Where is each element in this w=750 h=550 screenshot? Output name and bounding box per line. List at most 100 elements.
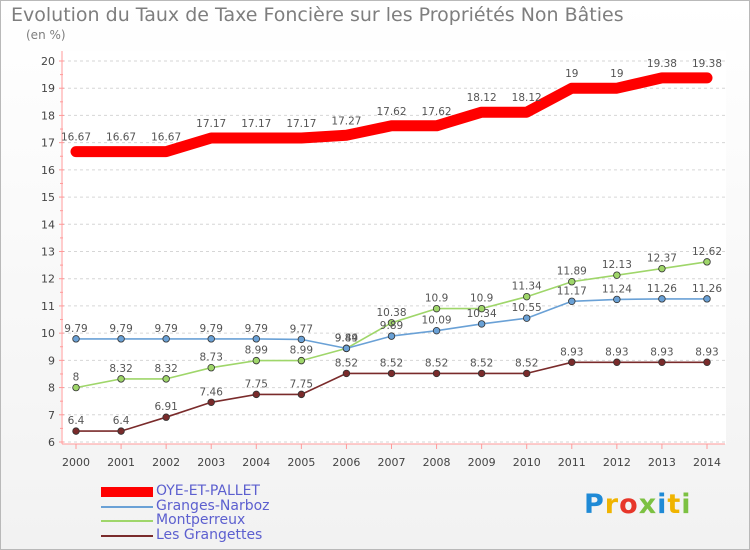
data-label: 19 — [610, 68, 623, 80]
data-point — [117, 335, 125, 343]
data-label: 8.32 — [109, 363, 132, 375]
data-point — [658, 264, 666, 273]
proxiti-logo: Proxiti — [584, 489, 692, 520]
data-label: 17.17 — [196, 118, 226, 130]
data-label: 9.89 — [380, 320, 403, 332]
data-label: 17.17 — [241, 118, 271, 130]
data-label: 12.13 — [602, 259, 632, 271]
data-point — [117, 427, 125, 435]
y-tick-label: 7 — [48, 409, 55, 422]
data-label: 11.17 — [557, 285, 587, 297]
data-label: 6.4 — [68, 415, 85, 427]
data-label: 8.99 — [245, 345, 268, 357]
data-point — [477, 304, 486, 313]
data-label: 8.93 — [560, 346, 583, 358]
data-point — [387, 332, 396, 340]
data-point — [297, 335, 306, 344]
data-label: 19.38 — [647, 58, 677, 70]
y-tick-label: 19 — [41, 82, 55, 95]
logo-letter: x — [638, 489, 658, 520]
data-point — [162, 413, 170, 421]
data-label: 9.79 — [154, 323, 177, 335]
x-tick-label: 2014 — [693, 456, 721, 469]
x-tick-label: 2013 — [648, 456, 676, 469]
data-point — [342, 344, 351, 353]
logo-letter: i — [681, 489, 692, 520]
data-label: 17.17 — [286, 118, 316, 130]
y-tick-label: 20 — [41, 55, 55, 68]
data-label: 8.52 — [470, 357, 493, 369]
x-tick-label: 2003 — [197, 456, 225, 469]
data-label: 10.34 — [467, 308, 497, 320]
data-point — [207, 398, 215, 406]
y-tick-label: 13 — [41, 246, 55, 259]
series-line-0 — [70, 72, 713, 158]
y-tick-label: 18 — [41, 109, 55, 122]
data-point — [432, 369, 441, 378]
data-point — [252, 356, 260, 365]
legend-label: Les Grangettes — [156, 526, 263, 543]
legend-swatch — [101, 534, 153, 537]
data-label: 19 — [565, 68, 578, 80]
data-label: 9.79 — [64, 323, 87, 335]
data-point — [252, 335, 260, 343]
data-point — [387, 319, 396, 327]
x-tick-label: 2007 — [378, 456, 406, 469]
y-tick-label: 12 — [41, 273, 55, 286]
y-tick-label: 8 — [48, 382, 55, 395]
data-label: 6.4 — [113, 415, 130, 427]
data-label: 19.38 — [692, 58, 722, 70]
logo-letter: P — [584, 489, 605, 520]
data-label: 11.34 — [512, 281, 542, 293]
data-label: 8.32 — [154, 363, 177, 375]
data-label: 11.89 — [557, 266, 587, 278]
data-point — [703, 295, 711, 303]
data-label: 10.38 — [376, 307, 406, 319]
data-label: 17.62 — [422, 106, 452, 118]
data-point — [568, 358, 576, 366]
y-tick-label: 14 — [41, 218, 55, 231]
data-label: 8.52 — [425, 357, 448, 369]
data-point — [613, 271, 621, 279]
data-point — [568, 297, 576, 306]
data-point — [432, 326, 441, 335]
data-label: 9.79 — [200, 323, 223, 335]
data-point — [658, 358, 666, 366]
data-label: 12.37 — [647, 253, 677, 265]
data-label: 9.77 — [290, 323, 313, 335]
data-point — [477, 320, 486, 328]
data-label: 16.67 — [151, 132, 181, 144]
x-tick-label: 2005 — [287, 456, 315, 469]
legend-label: Granges-Narboz — [156, 497, 270, 514]
data-point — [207, 364, 215, 372]
data-label: 9.79 — [109, 323, 132, 335]
x-tick-label: 2012 — [603, 456, 631, 469]
data-point — [568, 278, 576, 286]
data-label: 11.24 — [602, 283, 632, 295]
x-tick-label: 2009 — [468, 456, 496, 469]
data-point — [432, 304, 441, 313]
data-label: 6.91 — [154, 401, 177, 413]
y-tick-label: 9 — [48, 354, 55, 367]
chart-subtitle: (en %) — [26, 28, 66, 42]
legend-swatch — [101, 520, 153, 522]
chart-title: Evolution du Taux de Taxe Foncière sur l… — [11, 4, 624, 26]
data-label: 7.46 — [200, 386, 224, 398]
data-label: 9.89 — [335, 332, 358, 344]
legend-swatch — [101, 487, 153, 497]
data-point — [703, 258, 711, 266]
data-label: 12.62 — [692, 246, 722, 258]
y-tick-label: 10 — [41, 327, 55, 340]
data-point — [523, 292, 531, 301]
data-point — [72, 427, 80, 435]
data-label: 8.93 — [695, 346, 718, 358]
data-label: 17.62 — [376, 106, 406, 118]
x-tick-label: 2001 — [107, 456, 135, 469]
x-tick-label: 2000 — [62, 456, 90, 469]
data-label: 8.52 — [380, 357, 403, 369]
data-label: 16.67 — [106, 132, 136, 144]
data-label: 10.55 — [512, 302, 542, 314]
logo-letter: o — [619, 489, 639, 520]
data-label: 17.27 — [331, 115, 361, 127]
data-label: 8.52 — [335, 357, 358, 369]
